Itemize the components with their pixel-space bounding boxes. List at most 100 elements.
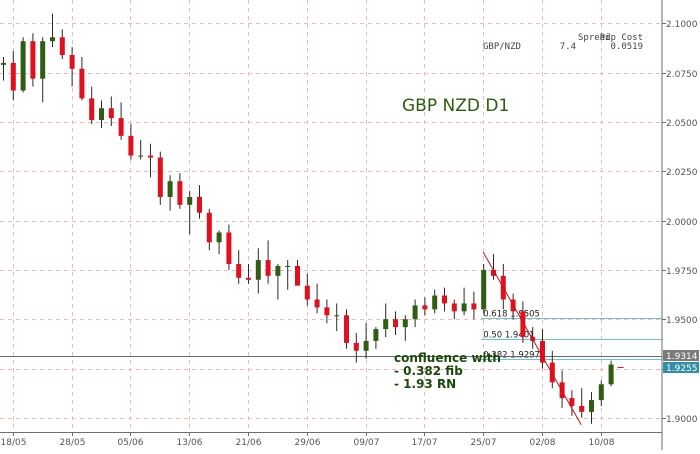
bear-candle bbox=[471, 303, 477, 310]
bull-candle bbox=[589, 400, 594, 412]
bear-candle bbox=[79, 68, 85, 99]
bear-candle bbox=[540, 340, 545, 363]
pair-label: GBP/NZD bbox=[483, 42, 521, 52]
trend-line-group bbox=[482, 251, 582, 425]
y-tick-label: 1.9000 bbox=[666, 415, 698, 425]
bear-candle bbox=[108, 108, 114, 119]
fib-level-label: 0.618 1.9505 bbox=[483, 310, 540, 320]
y-tick-label: 1.9500 bbox=[666, 316, 698, 326]
bear-candle bbox=[324, 307, 330, 316]
y-tick-label: 2.1000 bbox=[666, 20, 698, 30]
fib-level-label: 0.382 1.9297 bbox=[483, 351, 540, 361]
bull-candle bbox=[383, 319, 389, 330]
y-axis-panel bbox=[663, 0, 700, 450]
bull-candle bbox=[334, 315, 340, 317]
bull-candle bbox=[1, 62, 6, 65]
y-tick-label: 2.0250 bbox=[666, 168, 698, 178]
bear-candle bbox=[59, 37, 65, 56]
y-tick-label: 2.0750 bbox=[666, 70, 698, 80]
bull-candle bbox=[255, 260, 261, 280]
bull-candle bbox=[373, 329, 379, 341]
x-tick-label: 05/06 bbox=[118, 438, 144, 448]
bull-candle bbox=[20, 41, 26, 91]
spread-value: 7.4 bbox=[560, 42, 576, 52]
bear-candle bbox=[295, 265, 300, 286]
y-tick-label: 1.9750 bbox=[666, 267, 698, 277]
bull-candle bbox=[50, 37, 55, 42]
bear-candle bbox=[197, 196, 202, 213]
bear-candle bbox=[69, 55, 75, 69]
bull-candle bbox=[275, 265, 281, 276]
bull-candle bbox=[363, 340, 369, 351]
bull-candle bbox=[138, 155, 144, 157]
grid bbox=[0, 0, 662, 432]
annotation-line-1: confluence with bbox=[394, 351, 501, 365]
x-tick-label: 09/07 bbox=[354, 438, 380, 448]
y-tick-label: 2.0500 bbox=[666, 119, 698, 129]
bear-candle bbox=[157, 157, 163, 197]
bear-candle bbox=[491, 269, 496, 276]
bull-candle bbox=[608, 364, 614, 385]
current-price-label: 1.9255 bbox=[666, 364, 698, 374]
candles bbox=[1, 13, 624, 424]
bull-candle bbox=[285, 265, 291, 267]
bull-candle bbox=[412, 305, 418, 320]
bull-candle bbox=[481, 269, 487, 310]
bear-candle bbox=[118, 118, 124, 136]
bear-candle bbox=[30, 41, 36, 79]
bull-candle bbox=[461, 303, 467, 312]
bear-candle bbox=[246, 277, 251, 280]
chart-title: GBP NZD D1 bbox=[402, 96, 509, 116]
pip-cost-label: Pip Cost bbox=[600, 33, 643, 43]
x-tick-label: 21/06 bbox=[236, 438, 262, 448]
bear-candle bbox=[569, 398, 575, 406]
bear-candle bbox=[128, 135, 134, 156]
trend-line bbox=[482, 251, 582, 425]
x-tick-label: 18/05 bbox=[1, 438, 27, 448]
bear-candle bbox=[265, 260, 271, 276]
bull-candle bbox=[187, 196, 193, 205]
bear-candle bbox=[549, 362, 555, 383]
fib-level-label: 0.50 1.9401 bbox=[483, 331, 534, 341]
bear-candle bbox=[520, 311, 526, 337]
bull-candle bbox=[40, 41, 46, 79]
bear-candle bbox=[579, 405, 585, 412]
x-tick-label: 29/06 bbox=[295, 438, 321, 448]
round-number-price-label: 1.9314 bbox=[666, 352, 698, 362]
bear-candle bbox=[10, 62, 16, 91]
x-tick-label: 10/08 bbox=[589, 438, 615, 448]
spread-label: Spread bbox=[578, 33, 611, 43]
bear-candle bbox=[226, 232, 232, 265]
round-number-price-label-bg bbox=[663, 350, 699, 361]
bull-candle bbox=[216, 232, 222, 243]
bear-candle bbox=[451, 303, 457, 312]
bear-candle bbox=[353, 342, 359, 351]
bull-candle bbox=[432, 295, 438, 310]
x-tick-label: 17/07 bbox=[412, 438, 438, 448]
bull-candle bbox=[402, 319, 408, 328]
x-tick-label: 25/07 bbox=[471, 438, 497, 448]
bear-candle bbox=[177, 181, 183, 205]
bear-candle bbox=[442, 295, 447, 304]
bear-candle bbox=[89, 98, 95, 121]
bear-candle bbox=[344, 315, 349, 343]
pip-cost-value: 0.0519 bbox=[610, 42, 643, 52]
x-tick-label: 13/06 bbox=[177, 438, 203, 448]
bull-candle bbox=[167, 181, 173, 197]
y-axis: 1.90001.92501.95001.97502.00002.02502.05… bbox=[662, 20, 699, 425]
annotation-line-2: - 0.382 fib bbox=[394, 364, 463, 378]
bear-candle bbox=[148, 155, 153, 158]
current-price-label-bg bbox=[663, 362, 699, 373]
fibonacci-levels: 0.618 1.9505 0.50 1.9401 0.382 1.9297 bbox=[0, 310, 662, 361]
y-tick-label: 2.0000 bbox=[666, 218, 698, 228]
bear-candle bbox=[206, 212, 212, 243]
x-tick-label: 28/05 bbox=[60, 438, 86, 448]
bear-candle bbox=[236, 264, 242, 278]
bear-candle bbox=[393, 319, 398, 328]
bull-candle bbox=[598, 384, 604, 401]
x-tick-label: 02/08 bbox=[530, 438, 556, 448]
x-axis: 18/05 28/05 05/06 13/06 21/06 29/06 09/07 17/07… bbox=[1, 432, 615, 448]
annotation-line-3: - 1.93 RN bbox=[394, 377, 456, 391]
